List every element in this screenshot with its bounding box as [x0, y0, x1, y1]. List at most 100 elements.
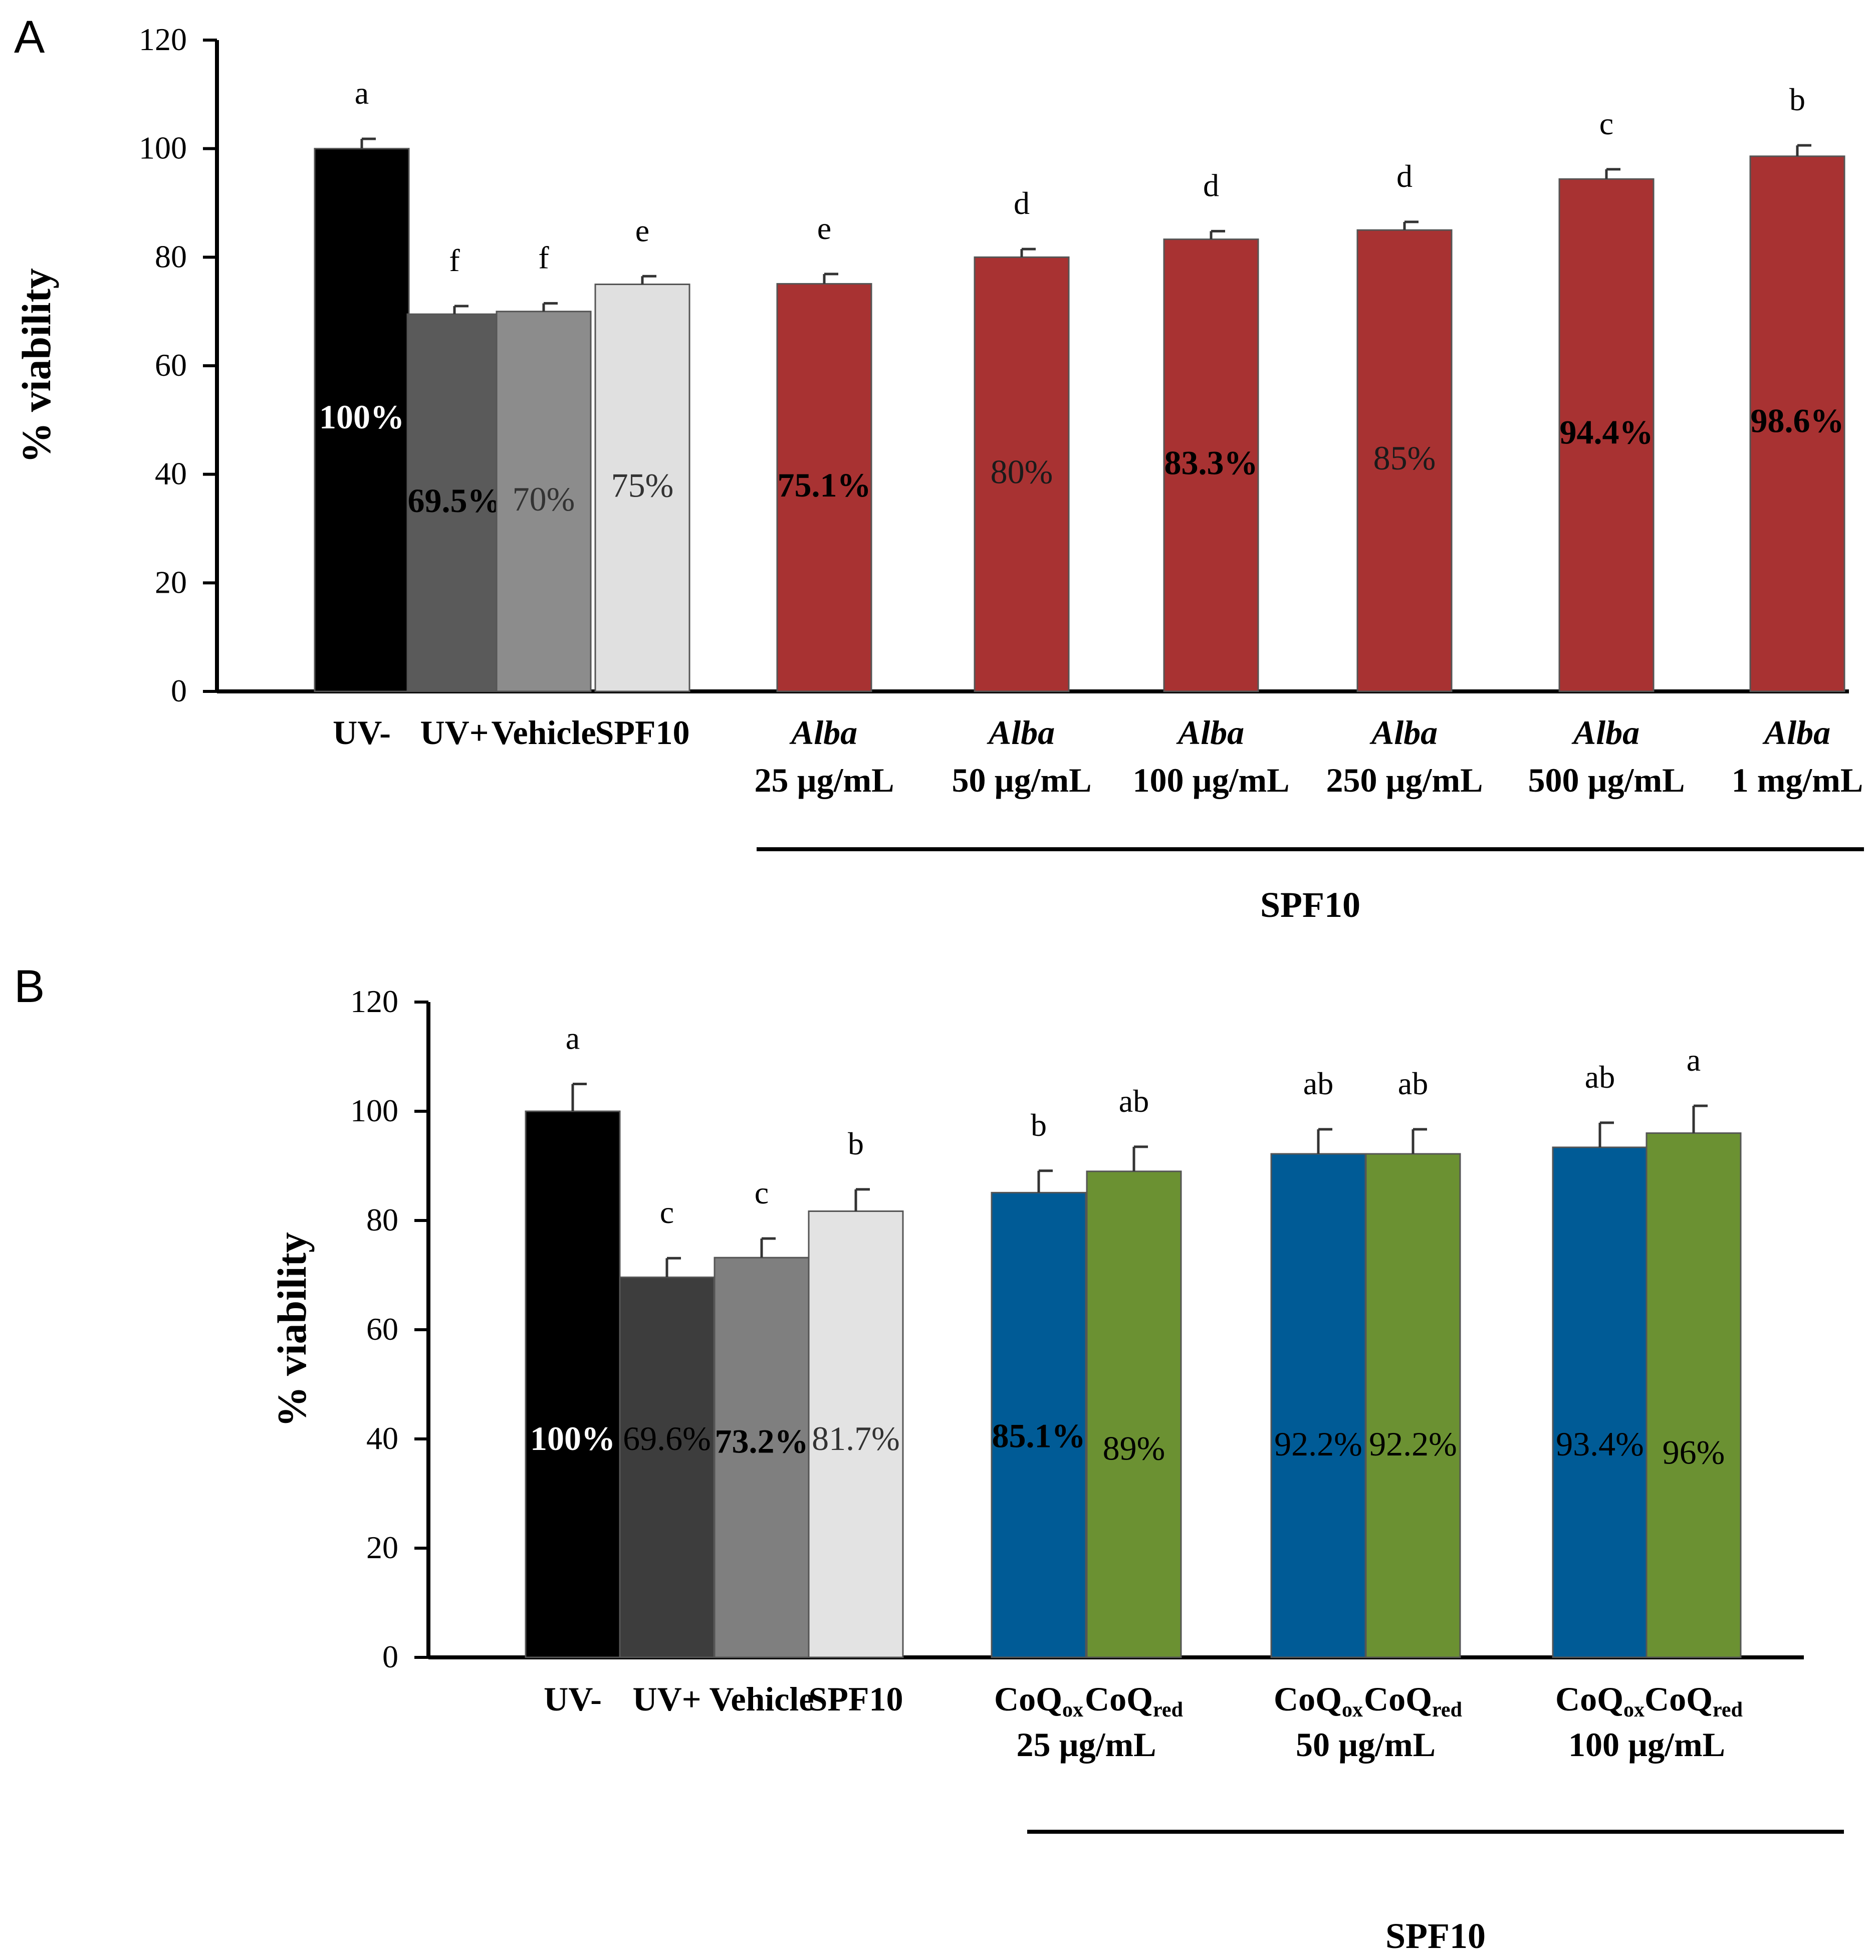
significance-letter: f: [449, 242, 460, 278]
bar-value-label: 93.4%: [1556, 1425, 1644, 1463]
significance-letter: e: [635, 212, 649, 248]
significance-letter: c: [1599, 106, 1613, 141]
y-tick-label: 100: [139, 130, 187, 166]
bar: [808, 1210, 904, 1658]
significance-letter: e: [817, 210, 831, 246]
bar-value-label: 100%: [319, 398, 404, 436]
y-tick-label: 120: [350, 984, 398, 1019]
significance-letter: b: [1031, 1107, 1047, 1143]
x-tick-sublabel: 1 mg/mL: [1732, 761, 1863, 799]
x-tick-label-coq-red: CoQred: [1645, 1680, 1743, 1722]
y-tick-label: 60: [366, 1311, 398, 1347]
x-tick-label-coq-ox: CoQox: [994, 1680, 1083, 1722]
bar: [974, 256, 1070, 692]
y-tick-label: 20: [366, 1530, 398, 1565]
bar-value-label: 69.5%: [408, 481, 502, 520]
x-tick-sublabel: 250 µg/mL: [1326, 761, 1483, 799]
significance-letter: ab: [1398, 1066, 1428, 1101]
x-tick-sublabel: 50 µg/mL: [1296, 1726, 1436, 1764]
bar-value-label: 92.2%: [1274, 1425, 1362, 1463]
x-tick-label-coq-red: CoQred: [1085, 1680, 1183, 1722]
bar-value-label: 70%: [513, 480, 575, 518]
bar: [1558, 178, 1655, 692]
bar-value-label: 75%: [611, 466, 674, 505]
significance-letter: a: [566, 1021, 580, 1056]
y-tick-label: 0: [382, 1639, 398, 1674]
bar-value-label: 85%: [1373, 439, 1436, 477]
significance-letter: ab: [1303, 1066, 1333, 1101]
significance-letter: b: [1789, 82, 1805, 117]
x-tick-label: UV-: [333, 713, 391, 752]
bar: [594, 284, 690, 692]
bar-value-label: 96%: [1663, 1433, 1725, 1471]
x-tick-label: Alba: [1571, 713, 1639, 752]
x-tick-label: SPF10: [595, 713, 690, 752]
bar-value-label: 69.6%: [623, 1419, 711, 1457]
bar: [1356, 229, 1453, 692]
x-tick-label: UV+: [633, 1680, 701, 1718]
y-axis-title: % viability: [269, 1232, 315, 1427]
significance-letter: f: [538, 239, 549, 275]
bar: [525, 1110, 621, 1658]
significance-letter: c: [755, 1175, 769, 1210]
significance-letter: ab: [1585, 1059, 1615, 1095]
group-label: SPF10: [1385, 1916, 1486, 1956]
x-tick-label: Alba: [1762, 713, 1830, 752]
x-tick-label: Vehicle: [709, 1680, 814, 1718]
x-tick-label-coq-red: CoQred: [1364, 1680, 1462, 1722]
bar-value-label: 81.7%: [812, 1419, 900, 1457]
x-tick-label: UV-: [544, 1680, 602, 1718]
bar-value-label: 73.2%: [715, 1422, 809, 1460]
significance-letter: d: [1014, 185, 1030, 221]
bar: [406, 313, 503, 692]
bar: [1552, 1146, 1648, 1658]
bar-value-label: 89%: [1103, 1429, 1165, 1467]
bar: [1365, 1153, 1461, 1658]
bar: [1270, 1153, 1366, 1658]
bar: [1086, 1170, 1182, 1658]
y-tick-label: 0: [171, 673, 187, 708]
bar-value-label: 92.2%: [1369, 1425, 1457, 1463]
significance-letter: d: [1203, 167, 1219, 203]
y-tick-label: 80: [366, 1202, 398, 1238]
bar-value-label: 100%: [530, 1419, 615, 1457]
significance-letter: a: [1687, 1042, 1701, 1078]
bar: [619, 1276, 715, 1658]
bar: [714, 1257, 810, 1658]
x-tick-label: Alba: [1176, 713, 1244, 752]
panel-label: A: [14, 12, 45, 63]
bar: [496, 311, 592, 692]
bar: [1749, 155, 1845, 692]
bar: [1163, 238, 1259, 692]
x-tick-sublabel: 25 µg/mL: [1016, 1726, 1156, 1764]
x-tick-label: SPF10: [809, 1680, 903, 1718]
x-tick-sublabel: 100 µg/mL: [1132, 761, 1289, 799]
x-tick-sublabel: 25 µg/mL: [754, 761, 894, 799]
bar: [991, 1191, 1087, 1658]
bar-value-label: 80%: [991, 452, 1053, 491]
x-tick-label-coq-ox: CoQox: [1274, 1680, 1363, 1722]
y-tick-label: 80: [155, 238, 187, 274]
bar-value-label: 98.6%: [1751, 402, 1844, 440]
bar-value-label: 85.1%: [992, 1417, 1086, 1455]
bar-value-label: 75.1%: [778, 466, 871, 504]
y-tick-label: 60: [155, 347, 187, 383]
significance-letter: ab: [1119, 1083, 1149, 1119]
bar: [1646, 1132, 1742, 1658]
x-tick-label: Alba: [987, 713, 1055, 752]
y-tick-label: 20: [155, 564, 187, 600]
panel-a: A 0 20 40 60 80 100 120 % viability a 100% f 69.5% f 7…: [14, 12, 1864, 925]
x-tick-label: Alba: [1369, 713, 1438, 752]
y-axis-title: % viability: [14, 268, 59, 463]
bar-value-label: 94.4%: [1560, 413, 1654, 451]
bar: [776, 283, 872, 692]
x-tick-label-coq-ox: CoQox: [1555, 1680, 1645, 1722]
y-tick-label: 100: [350, 1093, 398, 1128]
significance-letter: d: [1396, 158, 1413, 194]
significance-letter: c: [660, 1194, 674, 1230]
y-tick-label: 120: [139, 22, 187, 57]
x-tick-label: UV+: [420, 713, 489, 752]
significance-letter: a: [355, 75, 369, 111]
x-tick-sublabel: 100 µg/mL: [1568, 1726, 1725, 1764]
